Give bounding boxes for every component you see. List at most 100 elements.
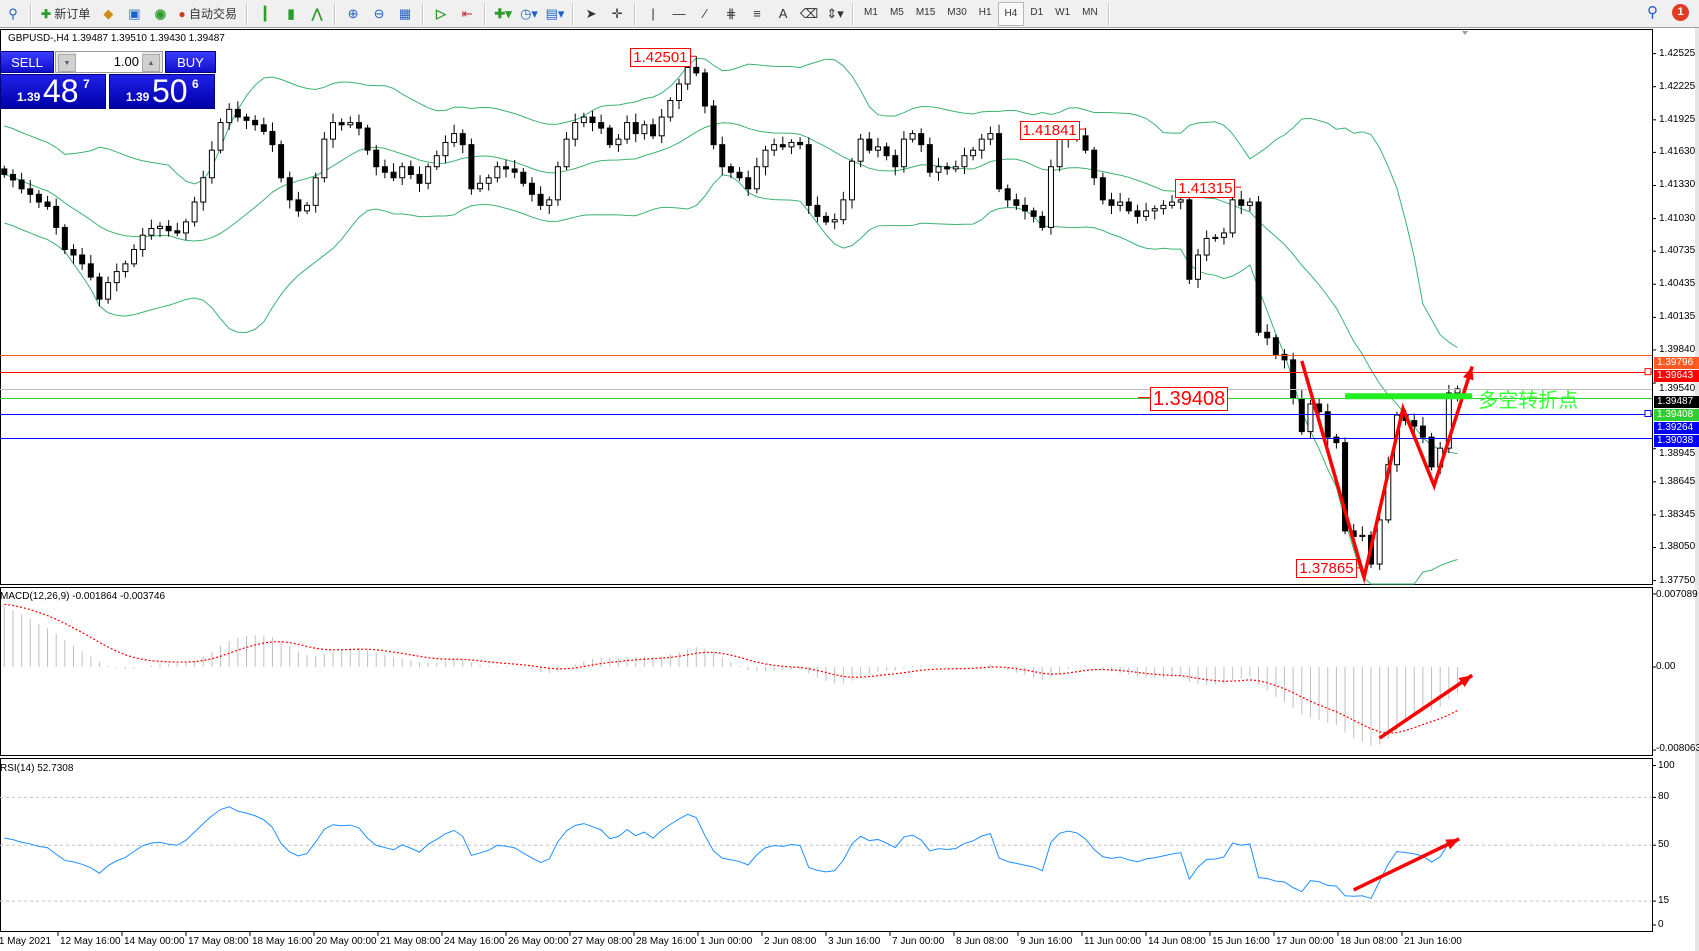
- buy-button[interactable]: BUY: [165, 51, 216, 73]
- cursor-icon[interactable]: ➤: [585, 5, 597, 21]
- lot-size-input[interactable]: 1.00: [76, 52, 142, 72]
- bull-candle-body: [122, 263, 129, 273]
- candle: [866, 132, 873, 154]
- price-axis-label: 1.39840: [1659, 343, 1696, 355]
- bull-candle-body: [200, 177, 207, 203]
- notification-badge[interactable]: 1: [1672, 3, 1689, 21]
- candle: [797, 137, 804, 150]
- candle: [1290, 352, 1297, 405]
- fibonacci-icon[interactable]: ≡: [753, 6, 761, 21]
- timeframe-m15[interactable]: M15: [915, 7, 936, 18]
- bull-candle-body: [330, 122, 336, 140]
- bull-candle-body: [563, 138, 570, 168]
- candle: [624, 115, 631, 144]
- timeframe-d1[interactable]: D1: [1030, 7, 1044, 18]
- chart-shift-icon[interactable]: ⇤: [461, 5, 473, 21]
- templates-icon[interactable]: ▤▾: [545, 5, 565, 21]
- candle: [710, 99, 717, 150]
- sell-button[interactable]: SELL: [0, 51, 54, 73]
- timeframe-bar: M1 M5 M15 M30 H1 H4 D1 W1 MN: [858, 1, 1104, 26]
- candle: [676, 78, 682, 110]
- bear-candle-body: [1272, 337, 1279, 355]
- bull-candle-body: [304, 204, 311, 212]
- candle: [900, 131, 907, 173]
- bull-candle-body: [624, 122, 631, 140]
- metaeditor-icon[interactable]: ◆: [103, 5, 114, 21]
- indicators-icon[interactable]: ✚▾: [494, 5, 512, 21]
- zoom-out-icon[interactable]: ⊖: [373, 5, 385, 21]
- bull-candle-body: [762, 149, 769, 168]
- timeframe-h1[interactable]: H1: [978, 7, 992, 18]
- bull-candle-body: [1220, 232, 1227, 238]
- candle: [1022, 197, 1028, 220]
- candle: [701, 68, 708, 114]
- candle: [113, 263, 120, 292]
- candle: [347, 116, 354, 129]
- buy-price[interactable]: 1.39 50 6: [109, 73, 215, 109]
- timeframe-m30[interactable]: M30: [947, 7, 967, 18]
- bull-candle-body: [1307, 403, 1314, 433]
- candle: [1091, 146, 1098, 186]
- bull-candle-body: [987, 133, 994, 140]
- candle: [131, 244, 138, 268]
- candle: [217, 118, 224, 154]
- auto-scroll-icon[interactable]: ▷: [436, 5, 447, 21]
- crosshair-icon[interactable]: ✛: [611, 5, 623, 21]
- bar-chart-icon[interactable]: ┃: [261, 5, 269, 21]
- equidistant-channel-icon[interactable]: ⋕: [725, 5, 737, 21]
- candle: [485, 174, 492, 191]
- candle: [1134, 204, 1141, 224]
- macd-histogram: [3, 605, 1458, 746]
- sell-price[interactable]: 1.39 48 7: [0, 73, 106, 109]
- vertical-line-icon[interactable]: |: [651, 6, 655, 21]
- time-axis-label: 15 Jun 16:00: [1212, 936, 1270, 947]
- candle: [693, 56, 700, 77]
- periods-icon[interactable]: ◷▾: [520, 5, 538, 21]
- bear-candle-body: [866, 138, 873, 151]
- signals-icon[interactable]: ◉: [154, 5, 167, 21]
- text-label-icon[interactable]: ⌫: [799, 5, 819, 21]
- arrows-icon[interactable]: ⇕▾: [826, 5, 844, 21]
- bear-candle-body: [996, 133, 1003, 190]
- candle: [788, 139, 795, 155]
- buy-price-fraction: 6: [192, 77, 199, 91]
- bull-candle-body: [874, 146, 881, 151]
- price-label-annotation: 1.41841: [1019, 120, 1080, 140]
- auto-trading-button[interactable]: ● 自动交易: [175, 3, 240, 25]
- candle: [234, 101, 241, 122]
- candlestick-chart-icon[interactable]: ▮: [287, 5, 295, 21]
- timeframe-w1[interactable]: W1: [1055, 7, 1071, 18]
- auto-trading-icon: ●: [178, 6, 186, 21]
- lot-increase-icon[interactable]: ▲: [142, 54, 160, 72]
- terminal-icon[interactable]: ▣: [128, 5, 141, 21]
- candle: [381, 159, 388, 179]
- tile-windows-icon[interactable]: ▦: [398, 5, 412, 21]
- candle: [823, 212, 830, 226]
- candle: [1281, 349, 1288, 369]
- horizontal-line-icon[interactable]: —: [672, 6, 686, 21]
- lot-decrease-icon[interactable]: ▼: [58, 54, 76, 72]
- zoom-in-icon[interactable]: ⊕: [347, 5, 359, 21]
- candle: [1229, 192, 1236, 238]
- search-icon[interactable]: ⚲: [8, 5, 18, 21]
- new-order-button[interactable]: ✚ 新订单: [38, 3, 93, 25]
- search-icon[interactable]: ⚲: [1647, 4, 1658, 21]
- candle: [1246, 197, 1253, 212]
- bull-candle-body: [676, 83, 682, 102]
- candle: [537, 186, 544, 210]
- bear-candle-body: [1411, 420, 1418, 427]
- text-icon[interactable]: A: [778, 6, 788, 21]
- timeframe-mn[interactable]: MN: [1082, 7, 1098, 18]
- time-axis-label: 17 May 08:00: [188, 936, 249, 947]
- timeframe-h4[interactable]: H4: [997, 1, 1025, 26]
- sell-price-prefix: 1.39: [17, 90, 41, 104]
- trendline-icon[interactable]: ∕: [703, 6, 707, 21]
- bear-candle-body: [1186, 199, 1193, 280]
- timeframe-m5[interactable]: M5: [889, 7, 904, 18]
- candle: [1186, 195, 1193, 284]
- candle: [1151, 205, 1158, 220]
- timeframe-m1[interactable]: M1: [864, 7, 878, 18]
- macd-signal-line: [4, 603, 1458, 734]
- line-chart-icon[interactable]: ⋀: [311, 5, 323, 21]
